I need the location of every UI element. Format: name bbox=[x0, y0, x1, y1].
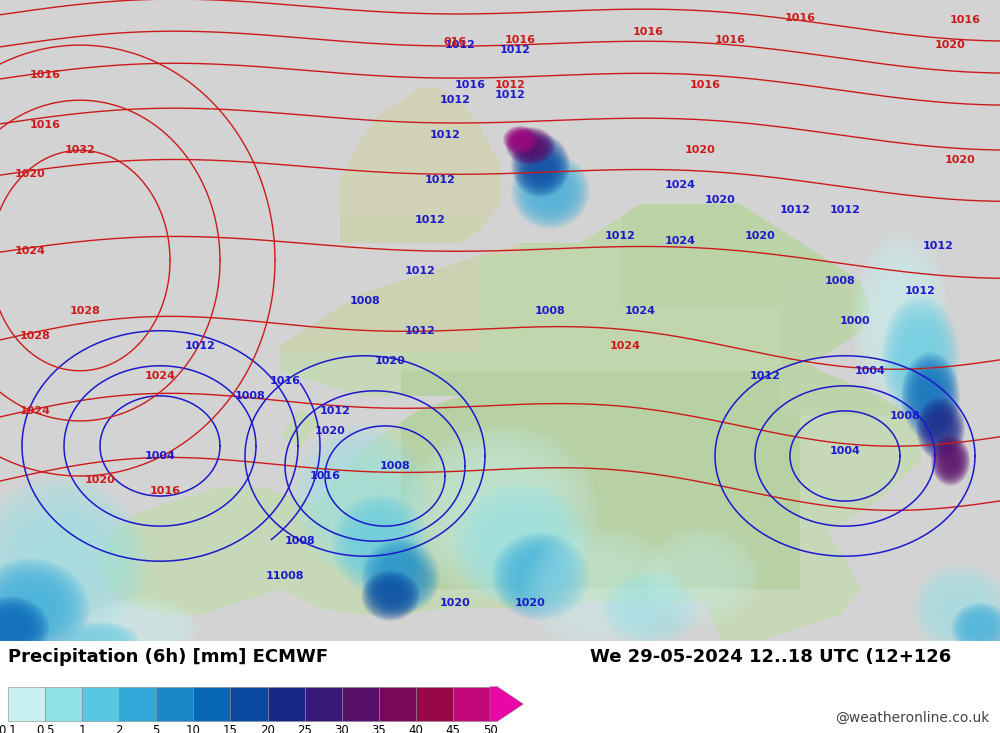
Text: 1008: 1008 bbox=[825, 276, 855, 286]
Bar bbox=[379, 687, 416, 721]
Text: 20: 20 bbox=[260, 724, 275, 733]
Text: 1004: 1004 bbox=[830, 446, 860, 456]
Text: 1020: 1020 bbox=[440, 598, 470, 608]
Text: 1016: 1016 bbox=[454, 80, 486, 90]
Text: 1000: 1000 bbox=[840, 316, 870, 325]
Text: 1024: 1024 bbox=[14, 246, 46, 256]
Text: 1: 1 bbox=[78, 724, 86, 733]
Text: 1012: 1012 bbox=[750, 371, 780, 381]
Text: 1016: 1016 bbox=[270, 376, 300, 386]
Text: 1012: 1012 bbox=[780, 205, 810, 216]
Text: 1012: 1012 bbox=[830, 205, 860, 216]
Text: 1020: 1020 bbox=[15, 169, 45, 180]
Text: 1012: 1012 bbox=[605, 230, 635, 240]
Text: 1020: 1020 bbox=[935, 40, 965, 50]
Text: 25: 25 bbox=[297, 724, 312, 733]
Text: 1016: 1016 bbox=[714, 35, 746, 45]
Text: 1012: 1012 bbox=[405, 265, 435, 276]
Text: 1016: 1016 bbox=[784, 13, 816, 23]
Text: 50: 50 bbox=[483, 724, 497, 733]
Text: 1020: 1020 bbox=[515, 598, 545, 608]
Text: 1016: 1016 bbox=[310, 471, 340, 481]
Text: 1008: 1008 bbox=[235, 391, 265, 401]
Bar bbox=[193, 687, 230, 721]
Bar bbox=[45, 687, 82, 721]
Text: 1016: 1016 bbox=[690, 80, 720, 90]
Bar bbox=[8, 687, 45, 721]
Text: 1024: 1024 bbox=[624, 306, 656, 316]
Bar bbox=[342, 687, 379, 721]
Text: 1016: 1016 bbox=[30, 120, 60, 130]
Text: 45: 45 bbox=[445, 724, 460, 733]
Text: 1024: 1024 bbox=[144, 371, 176, 381]
Text: We 29-05-2024 12..18 UTC (12+126: We 29-05-2024 12..18 UTC (12+126 bbox=[590, 648, 951, 666]
Text: 1012: 1012 bbox=[495, 80, 525, 90]
Text: 1008: 1008 bbox=[380, 461, 410, 471]
FancyArrow shape bbox=[490, 687, 523, 721]
Text: 1012: 1012 bbox=[185, 341, 215, 351]
Bar bbox=[82, 687, 119, 721]
Bar bbox=[156, 687, 193, 721]
Text: 2: 2 bbox=[115, 724, 123, 733]
Text: 1016: 1016 bbox=[633, 27, 664, 37]
Text: 1028: 1028 bbox=[20, 331, 50, 341]
Text: @weatheronline.co.uk: @weatheronline.co.uk bbox=[836, 711, 990, 725]
Text: 1032: 1032 bbox=[65, 145, 95, 155]
Text: 1024: 1024 bbox=[664, 180, 696, 191]
Text: 1008: 1008 bbox=[350, 295, 380, 306]
Text: 1016: 1016 bbox=[505, 35, 536, 45]
Text: 1008: 1008 bbox=[535, 306, 565, 316]
Text: 016: 016 bbox=[443, 37, 467, 47]
Text: 1024: 1024 bbox=[664, 235, 696, 246]
Text: 1012: 1012 bbox=[440, 95, 470, 106]
Text: 1012: 1012 bbox=[415, 216, 445, 226]
Text: 1020: 1020 bbox=[705, 196, 735, 205]
Text: 1020: 1020 bbox=[315, 426, 345, 436]
Text: 35: 35 bbox=[371, 724, 386, 733]
Text: 1012: 1012 bbox=[445, 40, 475, 50]
Text: 1020: 1020 bbox=[85, 475, 115, 485]
Bar bbox=[268, 687, 305, 721]
Text: 1012: 1012 bbox=[430, 130, 460, 140]
Text: 1028: 1028 bbox=[70, 306, 100, 316]
Text: 30: 30 bbox=[334, 724, 349, 733]
Text: 1012: 1012 bbox=[405, 325, 435, 336]
Text: 1004: 1004 bbox=[145, 451, 175, 461]
Text: 1012: 1012 bbox=[495, 90, 525, 100]
Text: 1012: 1012 bbox=[923, 240, 953, 251]
Text: 15: 15 bbox=[223, 724, 238, 733]
Text: 0.5: 0.5 bbox=[36, 724, 54, 733]
Text: 1012: 1012 bbox=[905, 286, 935, 295]
Text: 1012: 1012 bbox=[425, 175, 455, 185]
Text: Precipitation (6h) [mm] ECMWF: Precipitation (6h) [mm] ECMWF bbox=[8, 648, 328, 666]
Text: 1020: 1020 bbox=[745, 230, 775, 240]
Bar bbox=[416, 687, 453, 721]
Text: 1008: 1008 bbox=[890, 411, 920, 421]
Text: 1012: 1012 bbox=[500, 45, 530, 55]
Text: 1016: 1016 bbox=[150, 486, 180, 496]
Text: 1016: 1016 bbox=[30, 70, 60, 80]
Text: 11008: 11008 bbox=[266, 571, 304, 581]
Text: 1004: 1004 bbox=[855, 366, 885, 376]
Text: 1020: 1020 bbox=[945, 155, 975, 166]
Bar bbox=[119, 687, 156, 721]
Text: 40: 40 bbox=[408, 724, 423, 733]
Text: 1020: 1020 bbox=[375, 356, 405, 366]
Text: 1012: 1012 bbox=[320, 406, 350, 416]
Bar bbox=[305, 687, 342, 721]
Bar bbox=[230, 687, 268, 721]
Text: 10: 10 bbox=[186, 724, 201, 733]
Text: 5: 5 bbox=[153, 724, 160, 733]
Text: 1024: 1024 bbox=[610, 341, 640, 351]
Text: 1008: 1008 bbox=[285, 536, 315, 546]
Text: 1016: 1016 bbox=[950, 15, 980, 25]
Text: 1024: 1024 bbox=[20, 406, 50, 416]
Text: 1020: 1020 bbox=[685, 145, 715, 155]
Text: 0.1: 0.1 bbox=[0, 724, 17, 733]
Bar bbox=[453, 687, 490, 721]
